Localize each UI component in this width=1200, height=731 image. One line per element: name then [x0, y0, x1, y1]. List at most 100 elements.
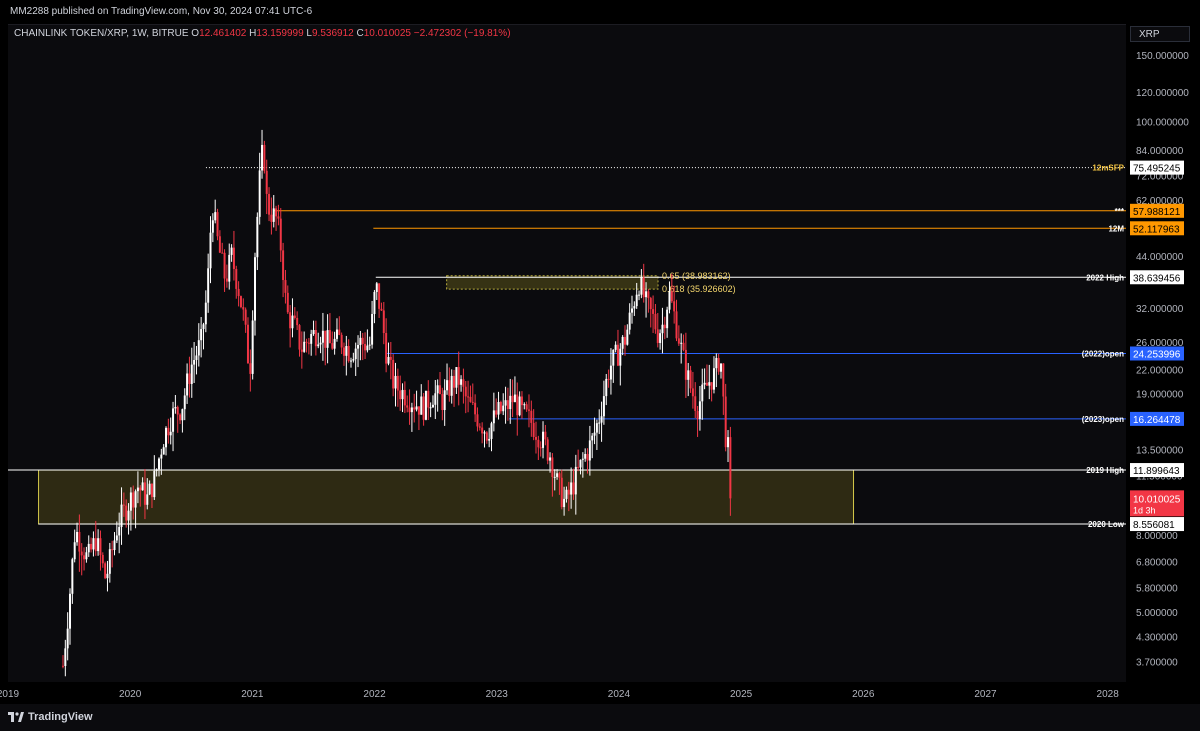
candle-body [387, 356, 390, 364]
candle-body [450, 375, 453, 396]
candle-body [694, 396, 697, 412]
candle-body [275, 208, 278, 217]
candle-body [378, 283, 381, 309]
time-tick-label: 2021 [241, 689, 264, 700]
candle-body [345, 346, 348, 356]
candle-body [368, 344, 371, 346]
candle-body [696, 411, 699, 420]
candle-body [153, 470, 156, 498]
candle-body [160, 454, 163, 459]
candle-body [296, 317, 299, 326]
candle-body [525, 404, 528, 410]
time-tick-label: 2028 [1097, 689, 1120, 700]
candle-body [614, 344, 617, 350]
candle-body [251, 320, 254, 374]
level-price-badge [1130, 463, 1184, 478]
level-label: (2023)open [1082, 415, 1124, 424]
candle-body [586, 453, 589, 461]
candle-body [623, 336, 626, 345]
time-tick-label: 2024 [608, 689, 631, 700]
candle-body [605, 378, 608, 397]
high-label: H [249, 28, 257, 39]
candle-body [513, 394, 516, 403]
candle-body [431, 404, 434, 408]
open-value: 12.461402 [199, 28, 247, 39]
candle-body [214, 212, 217, 221]
price-tick-label: 4.300000 [1136, 633, 1178, 644]
candle-body [286, 292, 289, 313]
candle-body [237, 288, 240, 297]
high-value: 13.159999 [256, 28, 304, 39]
candle-body [394, 375, 397, 389]
candle-body [221, 252, 224, 254]
candle-body [546, 439, 549, 461]
candle-body [118, 527, 121, 536]
candle-body [490, 423, 493, 439]
candle-body [616, 344, 619, 366]
zones-layer [38, 275, 855, 525]
candle-body [319, 342, 322, 345]
candle-body [705, 382, 708, 386]
close-label: C [356, 28, 364, 39]
candle-body [71, 559, 74, 594]
candle-body [415, 406, 418, 410]
candle-body [143, 482, 146, 505]
candle-body [633, 306, 636, 309]
time-axis[interactable] [8, 682, 1132, 704]
candle-body [361, 337, 364, 344]
candle-body [645, 291, 648, 298]
candle-body [127, 510, 130, 521]
tradingview-logo[interactable]: TradingView [8, 711, 93, 723]
candle-body [310, 333, 313, 344]
candle-body [211, 220, 214, 233]
candle-body [668, 291, 671, 310]
price-tick-label: 62.000000 [1136, 196, 1184, 207]
currency-selector[interactable]: XRP [1130, 26, 1190, 42]
candle-body [328, 330, 331, 344]
candle-body [396, 375, 399, 391]
candle-body [560, 477, 563, 508]
candle-body [663, 324, 666, 329]
candle-body [148, 483, 151, 495]
candle-body [607, 378, 610, 380]
level-price-text: 8.556081 [1133, 520, 1175, 531]
price-tick-label: 5.800000 [1136, 584, 1178, 595]
candle-body [120, 504, 123, 528]
candle-body [270, 214, 273, 222]
candle-body [462, 379, 465, 387]
candle-body [495, 410, 498, 415]
candle-body [326, 330, 329, 348]
candle-body [190, 364, 193, 384]
candle-body [654, 313, 657, 330]
candle-body [497, 401, 500, 415]
candle-body [703, 382, 706, 385]
candle-body [150, 483, 153, 498]
symbol-label[interactable]: CHAINLINK TOKEN/XRP, 1W, BITRUE [14, 28, 189, 39]
candle-body [357, 345, 360, 349]
candle-body [261, 144, 264, 171]
candle-body [677, 338, 680, 344]
candle-body [666, 309, 669, 329]
chart-pane[interactable] [8, 24, 1132, 705]
price-tick-label: 32.000000 [1136, 304, 1184, 315]
candle-body [403, 389, 406, 406]
price-tick-label: 3.700000 [1136, 657, 1178, 668]
candle-body [649, 298, 652, 310]
candle-body [181, 409, 184, 421]
candle-body [277, 216, 280, 219]
candle-body [549, 457, 552, 461]
candle-body [141, 482, 144, 491]
candle-body [293, 315, 296, 318]
price-tick-label: 22.000000 [1136, 365, 1184, 376]
candle-body [139, 487, 142, 491]
candle-body [429, 407, 432, 409]
candle-body [254, 257, 257, 321]
footer-bar [0, 704, 1200, 731]
time-tick-label: 2027 [974, 689, 997, 700]
candle-body [443, 390, 446, 411]
candle-body [359, 337, 362, 346]
candle-body [712, 368, 715, 390]
candle-body [108, 549, 111, 574]
candle-body [558, 473, 561, 478]
